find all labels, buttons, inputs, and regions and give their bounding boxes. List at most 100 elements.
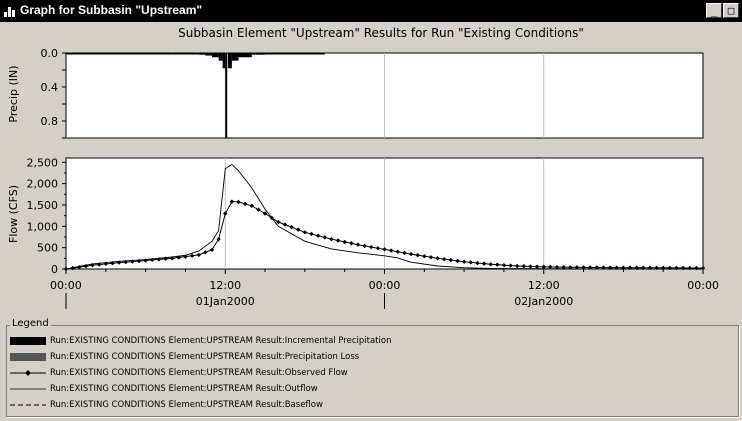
- legend-swatch-diamond-line: [10, 370, 46, 376]
- observed-flow-point: [196, 252, 201, 258]
- observed-flow-point: [428, 255, 434, 260]
- legend-label: Run:EXISTING CONDITIONS Element:UPSTREAM…: [50, 368, 348, 378]
- precip-bar: [198, 53, 206, 55]
- legend-label: Run:EXISTING CONDITIONS Element:UPSTREAM…: [50, 400, 323, 410]
- observed-flow-point: [302, 230, 308, 235]
- observed-flow-point: [276, 219, 281, 225]
- observed-flow-point: [136, 258, 142, 264]
- precip-y-label: Precip (IN): [7, 65, 20, 122]
- observed-flow-point: [169, 256, 175, 261]
- observed-flow-point: [203, 250, 208, 255]
- observed-flow-point: [70, 265, 75, 271]
- observed-flow-point: [335, 238, 341, 243]
- precip-bar: [278, 53, 305, 55]
- observed-flow-point: [349, 241, 354, 246]
- observed-flow-point: [442, 256, 447, 262]
- flow-ytick-label: 2,000: [27, 178, 59, 191]
- legend-item-incremental-precipitation: Run:EXISTING CONDITIONS Element:UPSTREAM…: [10, 335, 710, 347]
- observed-flow-point: [521, 264, 527, 269]
- legend-swatch-gray-bar: [10, 353, 46, 361]
- precip-bar: [225, 53, 228, 138]
- observed-flow-point: [680, 265, 686, 271]
- flow-ytick-label: 1,500: [27, 199, 59, 212]
- observed-flow-point: [223, 211, 228, 216]
- observed-flow-point: [216, 236, 221, 242]
- precip-bar: [227, 53, 232, 69]
- legend-label: Run:EXISTING CONDITIONS Element:UPSTREAM…: [50, 352, 360, 362]
- time-x-axis: 00:00 12:00 00:00 12:00 00:00 01Jan2000 02Jan2…: [50, 269, 719, 309]
- window-title: Graph for Subbasin "Upstream": [20, 3, 203, 17]
- precip-bar: [238, 53, 252, 58]
- observed-flow-point: [475, 260, 480, 266]
- observed-flow-point: [256, 207, 261, 212]
- observed-flow-point: [176, 255, 182, 260]
- flow-ytick-label: 2,500: [27, 156, 59, 169]
- precip-bar: [304, 53, 319, 55]
- observed-flow-point: [674, 265, 679, 271]
- observed-flow-point: [342, 239, 347, 245]
- observed-flow-point: [402, 250, 407, 256]
- observed-flow-point: [375, 245, 381, 251]
- legend-caption: Legend: [10, 318, 51, 329]
- observed-flow-point: [554, 264, 560, 270]
- precip-panel: 0.0 0.4 0.8 Precip (IN): [7, 47, 704, 139]
- maximize-button[interactable]: □: [723, 3, 739, 18]
- observed-flow-point: [415, 252, 420, 258]
- observed-flow-point: [660, 265, 666, 271]
- observed-flow-point: [694, 265, 699, 271]
- precip-bar: [211, 53, 219, 58]
- observed-flow-point: [700, 265, 706, 271]
- observed-flow-point: [143, 258, 148, 263]
- observed-flow-point: [501, 262, 507, 268]
- observed-flow-point: [667, 265, 673, 271]
- observed-flow-point: [422, 253, 427, 259]
- observed-flow-point: [362, 243, 367, 249]
- observed-flow-point: [388, 248, 394, 253]
- observed-flow-point: [123, 259, 128, 265]
- x-tick-label: 00:00: [50, 279, 82, 292]
- precip-bar: [66, 53, 106, 55]
- observed-flow-point: [621, 265, 626, 270]
- observed-flow-point: [262, 211, 268, 216]
- observed-flow-point: [156, 257, 162, 262]
- precip-series: [66, 53, 325, 138]
- precip-bar: [172, 53, 186, 55]
- flow-ytick-label: 1,000: [27, 220, 59, 233]
- observed-flow-point: [568, 265, 573, 270]
- legend-swatch-thin-line: [10, 388, 46, 390]
- observed-flow-point: [236, 199, 241, 205]
- chart-panel: Subbasin Element "Upstream" Results for …: [0, 22, 742, 314]
- observed-flow-point: [395, 249, 400, 254]
- legend-swatch-dashed-line: [10, 404, 46, 406]
- observed-flow-point: [687, 265, 692, 271]
- x-tick-label: 00:00: [369, 279, 401, 292]
- observed-flow-point: [541, 264, 546, 270]
- observed-flow-point: [435, 256, 440, 261]
- legend-box: [6, 325, 739, 417]
- observed-flow-point: [289, 224, 294, 230]
- precip-bar: [218, 53, 223, 61]
- precip-bar: [251, 53, 266, 55]
- observed-flow-point: [601, 265, 606, 270]
- observed-flow-point: [634, 265, 639, 270]
- observed-flow-point: [495, 262, 500, 267]
- observed-flow-point: [116, 260, 122, 265]
- observed-flow-point: [508, 263, 513, 268]
- precip-ytick-label: 0.4: [41, 81, 59, 94]
- minimize-button[interactable]: _: [706, 3, 722, 18]
- precip-bar: [185, 53, 199, 55]
- observed-flow-point: [647, 265, 653, 271]
- observed-flow-point: [309, 231, 314, 237]
- flow-series: [63, 163, 706, 272]
- observed-flow-point: [468, 260, 473, 265]
- observed-flow-point: [249, 203, 254, 209]
- observed-flow-point: [587, 265, 593, 270]
- flow-y-label: Flow (CFS): [7, 185, 20, 243]
- observed-flow-point: [481, 261, 487, 266]
- observed-flow-point: [183, 254, 188, 259]
- observed-flow-point: [83, 263, 89, 269]
- precip-y-axis: 0.0 0.4 0.8: [41, 47, 66, 139]
- observed-flow-point: [242, 201, 248, 207]
- chart-svg: Subbasin Element "Upstream" Results for …: [7, 26, 719, 309]
- observed-flow-point: [607, 265, 613, 270]
